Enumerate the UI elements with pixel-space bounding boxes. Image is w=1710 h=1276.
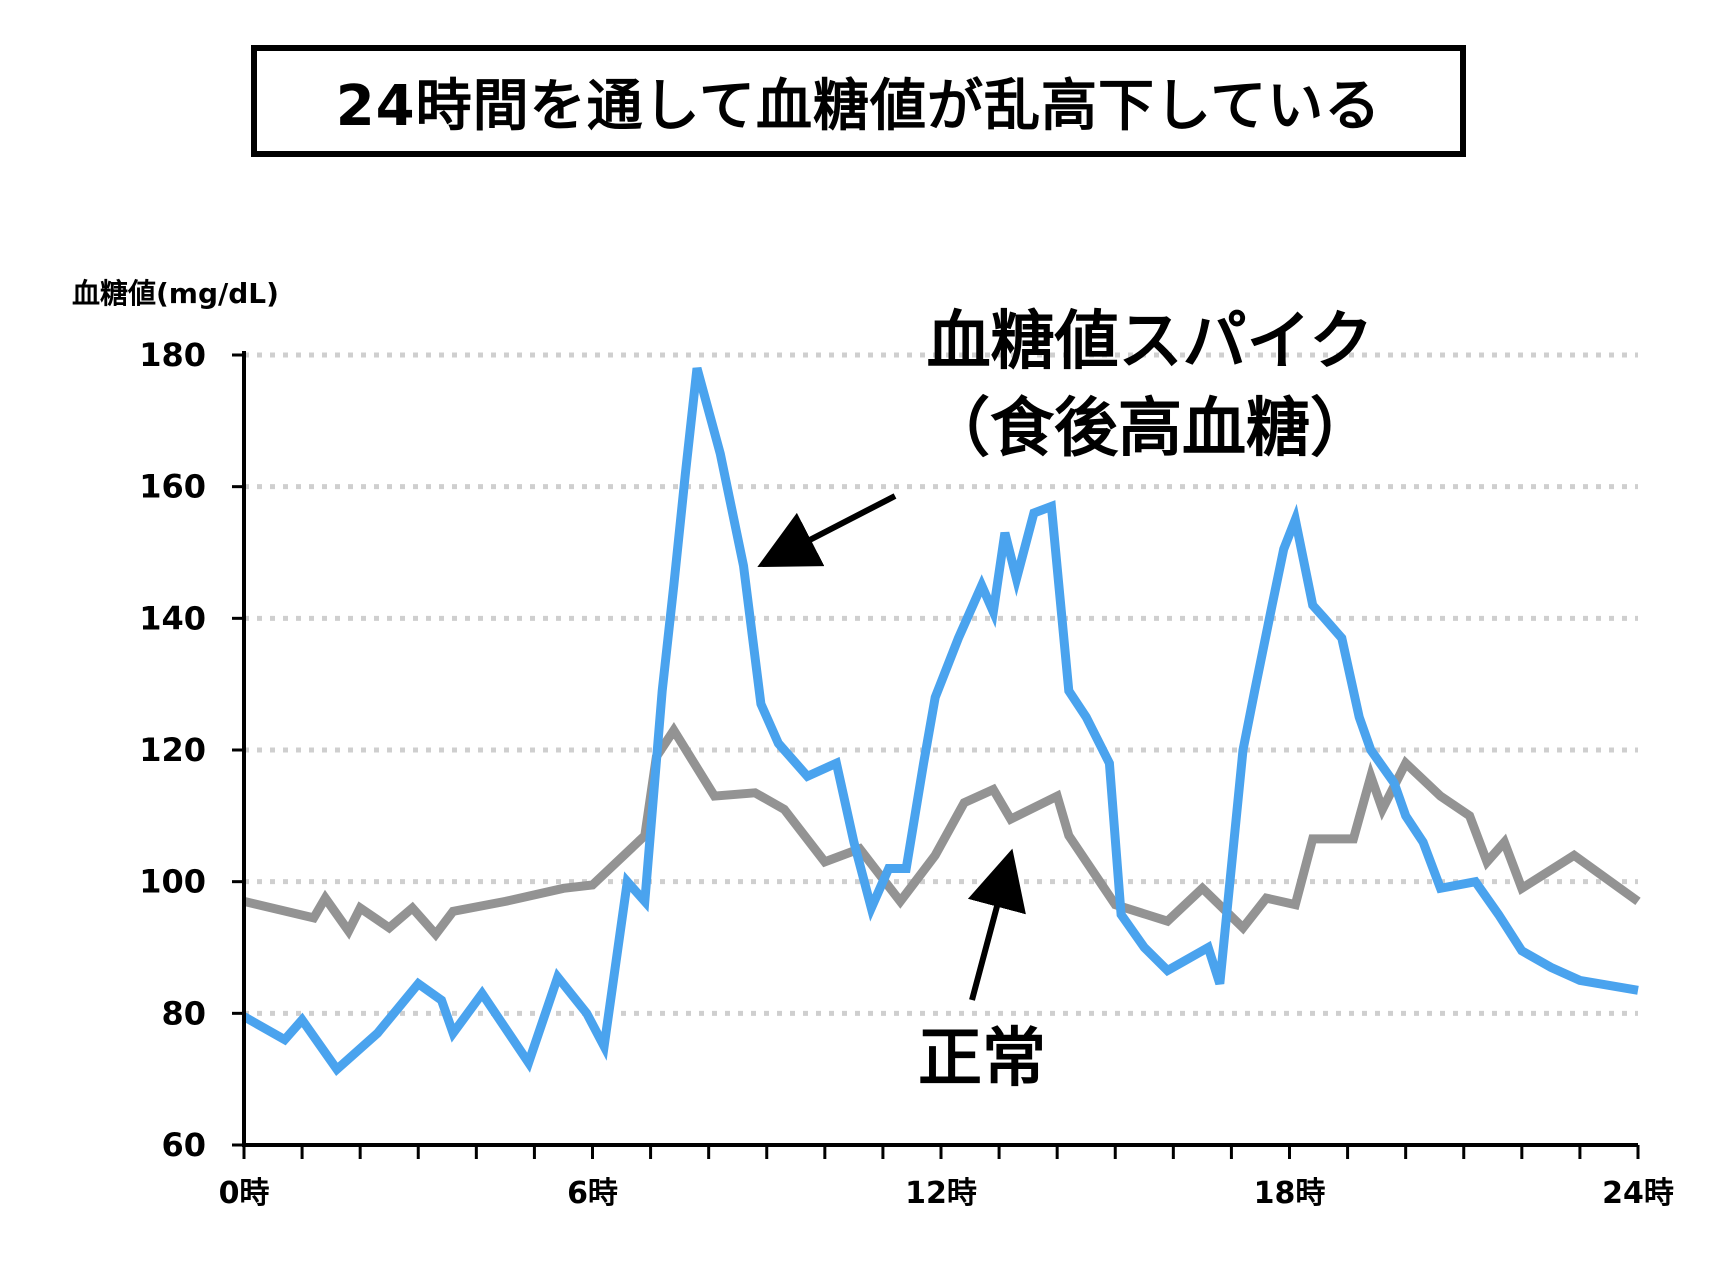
- chart-title-box: 24時間を通して血糖値が乱高下している: [251, 45, 1466, 157]
- series-line-0: [242, 721, 1641, 942]
- y-tick-label-180: 180: [139, 336, 206, 374]
- y-tick-label-120: 120: [139, 731, 206, 769]
- y-tick-label-100: 100: [139, 863, 206, 901]
- x-tick-label-6: 6時: [567, 1176, 618, 1211]
- y-tick-label-80: 80: [161, 994, 206, 1032]
- y-axis-label: 血糖値(mg/dL): [72, 277, 279, 310]
- x-tick-label-0: 0時: [219, 1176, 270, 1211]
- y-tick-label-160: 160: [139, 468, 206, 506]
- annotation-normal: 正常: [918, 1022, 1046, 1096]
- arrow-to-spike: [757, 493, 897, 568]
- chart-title: 24時間を通して血糖値が乱高下している: [335, 73, 1382, 139]
- y-tick-label-60: 60: [161, 1126, 206, 1164]
- x-tick-label-18: 18時: [1254, 1176, 1326, 1211]
- series-line-1: [241, 367, 1639, 1077]
- x-tick-label-12: 12時: [905, 1176, 977, 1211]
- arrow-to-normal: [967, 848, 1026, 1001]
- x-tick-label-24: 24時: [1602, 1176, 1674, 1211]
- annotation-spike-line1: 血糖値スパイク: [927, 305, 1374, 379]
- y-tick-label-140: 140: [139, 599, 206, 637]
- annotation-spike-line2: （食後高血糖）: [926, 392, 1374, 466]
